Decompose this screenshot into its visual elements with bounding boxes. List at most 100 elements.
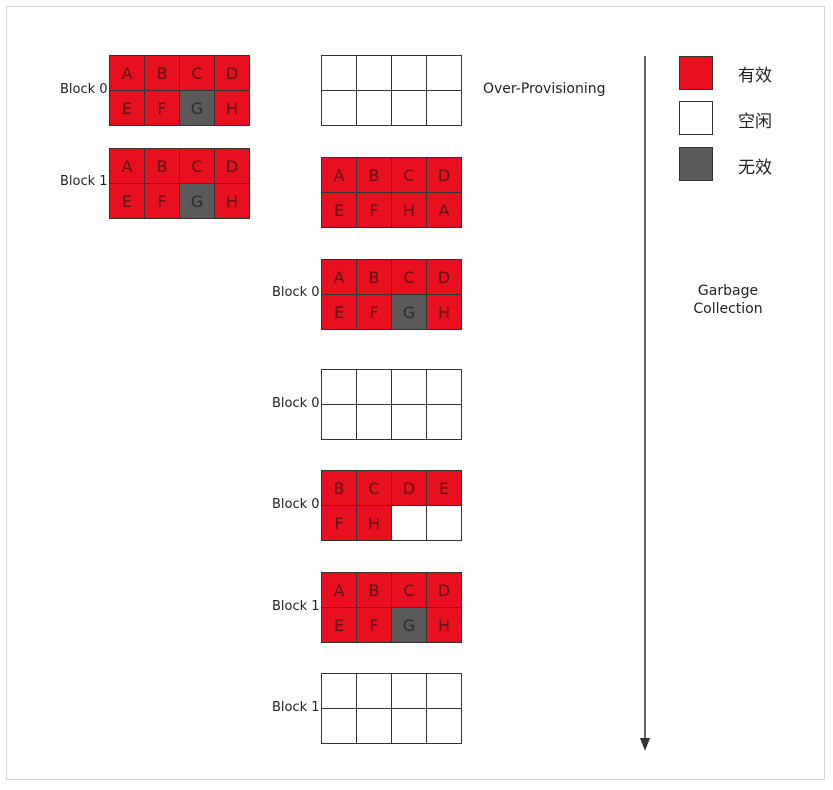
page-cell-valid: C — [356, 470, 392, 506]
block-label: Block 0 — [272, 396, 320, 411]
legend-label-free: 空闲 — [738, 112, 772, 132]
legend-label-invalid: 无效 — [738, 158, 772, 178]
block-grid — [321, 369, 462, 440]
page-cell-invalid: G — [391, 294, 427, 330]
page-cell-free — [426, 505, 462, 541]
block-label: Block 1 — [272, 599, 320, 614]
page-cell-free — [391, 369, 427, 405]
block-label: Block 1 — [60, 174, 108, 189]
garbage-collection-label: Garbage Collection — [668, 282, 788, 318]
block-label: Block 0 — [272, 497, 320, 512]
process-arrow — [640, 56, 650, 751]
page-cell-invalid: G — [179, 90, 215, 126]
page-cell-free — [321, 673, 357, 709]
diagram-frame — [6, 6, 825, 780]
page-cell-valid: C — [391, 157, 427, 193]
page-cell-invalid: G — [391, 607, 427, 643]
page-cell-free — [321, 404, 357, 440]
over-provisioning-label: Over-Provisioning — [483, 81, 606, 97]
page-cell-free — [356, 369, 392, 405]
page-cell-valid: H — [426, 294, 462, 330]
page-cell-free — [356, 708, 392, 744]
legend-label-valid: 有效 — [738, 66, 772, 86]
legend-swatch-valid — [679, 56, 713, 90]
page-cell-free — [426, 404, 462, 440]
block-label: Block 0 — [60, 82, 108, 97]
page-cell-valid: E — [321, 294, 357, 330]
page-cell-free — [426, 673, 462, 709]
page-cell-valid: F — [144, 90, 180, 126]
page-cell-valid: B — [356, 572, 392, 608]
page-cell-valid: H — [391, 192, 427, 228]
page-cell-valid: C — [179, 148, 215, 184]
block-grid — [321, 673, 462, 744]
page-cell-valid: C — [179, 55, 215, 91]
page-cell-valid: F — [356, 294, 392, 330]
page-cell-free — [391, 404, 427, 440]
page-cell-invalid: G — [179, 183, 215, 219]
page-cell-valid: B — [356, 259, 392, 295]
page-cell-valid: H — [426, 607, 462, 643]
page-cell-valid: D — [214, 55, 250, 91]
page-cell-valid: B — [321, 470, 357, 506]
page-cell-free — [321, 55, 357, 91]
over-provisioning-grid — [321, 55, 462, 126]
page-cell-valid: F — [356, 607, 392, 643]
page-cell-valid: A — [426, 192, 462, 228]
page-cell-free — [391, 673, 427, 709]
block-label: Block 0 — [272, 285, 320, 300]
page-cell-valid: D — [391, 470, 427, 506]
page-cell-valid: E — [109, 90, 145, 126]
page-cell-valid: E — [109, 183, 145, 219]
gc-line-2: Collection — [693, 301, 763, 317]
page-cell-free — [356, 673, 392, 709]
page-cell-valid: F — [144, 183, 180, 219]
page-cell-valid: C — [391, 572, 427, 608]
page-cell-free — [426, 708, 462, 744]
page-cell-free — [391, 55, 427, 91]
page-cell-valid: D — [426, 157, 462, 193]
page-cell-valid: D — [214, 148, 250, 184]
page-cell-valid: A — [321, 157, 357, 193]
page-cell-valid: F — [356, 192, 392, 228]
page-cell-free — [356, 90, 392, 126]
page-cell-valid: B — [144, 148, 180, 184]
page-cell-valid: B — [144, 55, 180, 91]
page-cell-valid: E — [321, 192, 357, 228]
page-cell-free — [321, 708, 357, 744]
page-cell-valid: D — [426, 572, 462, 608]
page-cell-free — [356, 55, 392, 91]
page-cell-free — [356, 404, 392, 440]
page-cell-valid: A — [109, 148, 145, 184]
page-cell-valid: A — [321, 259, 357, 295]
page-cell-free — [426, 55, 462, 91]
gc-line-1: Garbage — [697, 283, 759, 299]
page-cell-valid: F — [321, 505, 357, 541]
page-cell-free — [321, 369, 357, 405]
page-cell-free — [321, 90, 357, 126]
page-cell-valid: E — [321, 607, 357, 643]
legend-swatch-free — [679, 101, 713, 135]
page-cell-valid: H — [214, 90, 250, 126]
page-cell-valid: H — [214, 183, 250, 219]
page-cell-free — [391, 708, 427, 744]
page-cell-valid: D — [426, 259, 462, 295]
page-cell-valid: B — [356, 157, 392, 193]
page-cell-valid: E — [426, 470, 462, 506]
page-cell-free — [391, 505, 427, 541]
page-cell-free — [391, 90, 427, 126]
page-cell-valid: H — [356, 505, 392, 541]
page-cell-free — [426, 90, 462, 126]
page-cell-valid: A — [109, 55, 145, 91]
page-cell-valid: A — [321, 572, 357, 608]
page-cell-free — [426, 369, 462, 405]
legend-swatch-invalid — [679, 147, 713, 181]
page-cell-valid: C — [391, 259, 427, 295]
block-label: Block 1 — [272, 700, 320, 715]
